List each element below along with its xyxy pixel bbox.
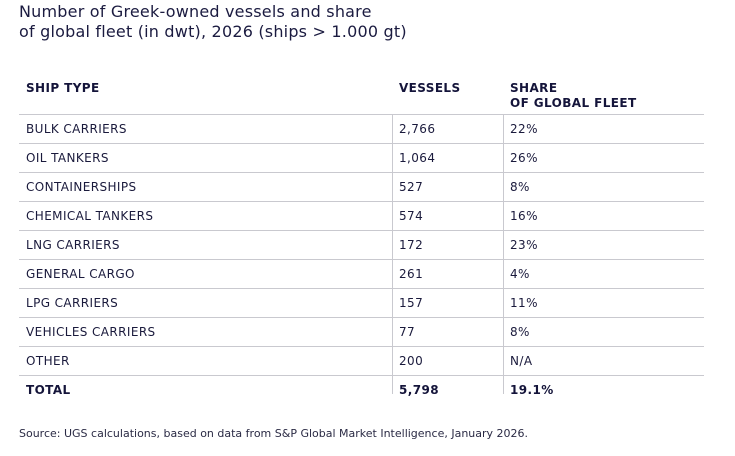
fleet-table: SHIP TYPE VESSELS SHARE OF GLOBAL FLEET … [19,72,704,404]
cell-share: 23% [510,238,538,252]
cell-ship-type: CHEMICAL TANKERS [26,209,154,223]
header-share-line-1: SHARE [510,81,558,95]
cell-share: N/A [510,354,533,368]
table-row: CHEMICAL TANKERS 574 16% [19,202,704,231]
cell-ship-type: CONTAINERSHIPS [26,180,137,194]
cell-vessels: 172 [399,238,424,252]
cell-vessels: 261 [399,267,424,281]
source-note: Source: UGS calculations, based on data … [19,427,529,440]
table-row: LPG CARRIERS 157 11% [19,289,704,318]
total-vessels: 5,798 [399,383,439,397]
table-row: VEHICLES CARRIERS 77 8% [19,318,704,347]
table-row: OTHER 200 N/A [19,347,704,376]
cell-vessels: 157 [399,296,424,310]
column-divider [392,114,393,394]
total-label: TOTAL [26,383,71,397]
column-divider [503,114,504,394]
cell-vessels: 1,064 [399,151,436,165]
cell-vessels: 2,766 [399,122,436,136]
table-row: CONTAINERSHIPS 527 8% [19,173,704,202]
table-total-row: TOTAL 5,798 19.1% [19,376,704,404]
cell-vessels: 77 [399,325,416,339]
cell-vessels: 527 [399,180,424,194]
cell-share: 16% [510,209,538,223]
table-header: SHIP TYPE VESSELS SHARE OF GLOBAL FLEET [19,72,704,115]
header-share: SHARE OF GLOBAL FLEET [510,81,637,111]
cell-ship-type: VEHICLES CARRIERS [26,325,156,339]
header-ship-type: SHIP TYPE [26,81,100,95]
cell-ship-type: OTHER [26,354,70,368]
total-share: 19.1% [510,383,554,397]
header-share-line-2: OF GLOBAL FLEET [510,96,637,110]
table-row: LNG CARRIERS 172 23% [19,231,704,260]
cell-share: 26% [510,151,538,165]
table-row: OIL TANKERS 1,064 26% [19,144,704,173]
cell-ship-type: BULK CARRIERS [26,122,127,136]
cell-vessels: 574 [399,209,424,223]
cell-vessels: 200 [399,354,424,368]
cell-ship-type: GENERAL CARGO [26,267,135,281]
cell-ship-type: LNG CARRIERS [26,238,120,252]
table-row: GENERAL CARGO 261 4% [19,260,704,289]
title-line-1: Number of Greek-owned vessels and share [19,2,372,21]
cell-share: 22% [510,122,538,136]
title-line-2: of global fleet (in dwt), 2026 (ships > … [19,22,407,41]
header-vessels: VESSELS [399,81,461,95]
cell-share: 8% [510,325,530,339]
cell-ship-type: LPG CARRIERS [26,296,119,310]
cell-share: 11% [510,296,538,310]
cell-share: 8% [510,180,530,194]
cell-share: 4% [510,267,530,281]
page-title: Number of Greek-owned vessels and share … [19,2,407,42]
table-row: BULK CARRIERS 2,766 22% [19,115,704,144]
cell-ship-type: OIL TANKERS [26,151,109,165]
